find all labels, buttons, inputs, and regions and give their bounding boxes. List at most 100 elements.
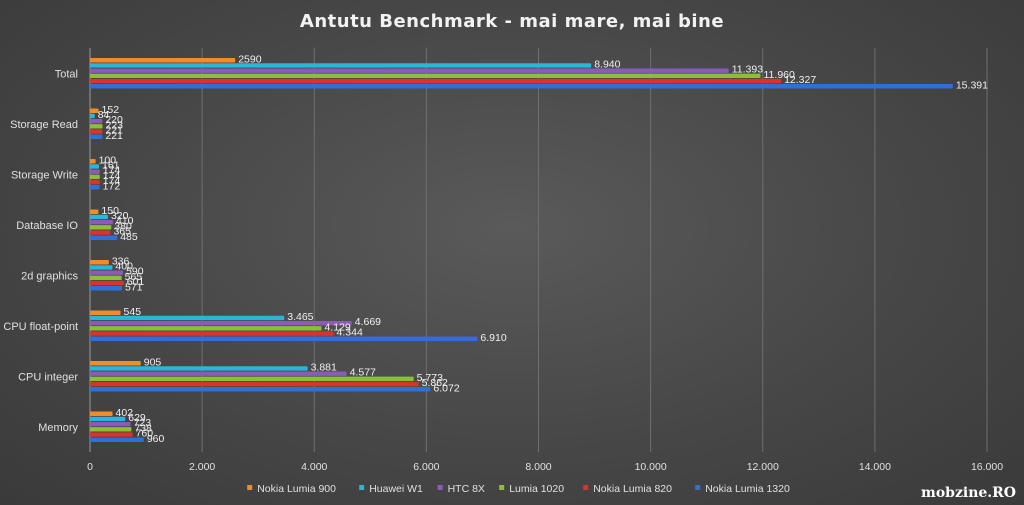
bar	[90, 235, 118, 240]
category-label: Total	[55, 68, 78, 80]
data-label: 905	[144, 356, 162, 368]
bar	[90, 68, 729, 73]
x-tick-label: 6.000	[413, 461, 439, 473]
category-label: 2d graphics	[21, 270, 78, 282]
bar	[90, 63, 592, 68]
data-label: 11.960	[764, 69, 795, 81]
legend-entry: HTC 8X	[448, 483, 485, 495]
chart-title: Antutu Benchmark - mai mare, mai bine	[300, 11, 724, 32]
bar	[90, 179, 100, 185]
data-label: 738	[134, 422, 152, 434]
data-label: 485	[120, 231, 138, 243]
bar	[90, 437, 144, 442]
bar	[90, 416, 126, 422]
data-label: 4.577	[350, 367, 376, 379]
bar	[90, 219, 113, 225]
data-label: 223	[106, 119, 124, 131]
x-tick-label: 16.000	[971, 461, 1003, 473]
bar	[90, 265, 113, 270]
bar	[90, 124, 103, 129]
data-label: 400	[115, 260, 133, 272]
data-label: 221	[105, 125, 123, 137]
bar	[90, 280, 124, 286]
legend-entry: Huawei W1	[369, 483, 423, 495]
legend-entry: Nokia Lumia 820	[593, 483, 672, 495]
bar	[90, 381, 419, 387]
data-label: 4.669	[355, 316, 381, 328]
watermark: mobzine.RO	[921, 485, 1016, 501]
data-label: 3.881	[311, 361, 337, 373]
data-label: 601	[127, 276, 145, 288]
data-label: 380	[114, 220, 132, 232]
category-label: CPU float-point	[3, 321, 78, 333]
category-label: Memory	[38, 422, 78, 434]
bar	[90, 225, 112, 230]
data-label: 4.344	[337, 327, 363, 339]
bar	[90, 108, 99, 113]
x-axis-ticks: 0 2.000 4.000 6.000 8.000 10.000 12.000 14.000 1…	[87, 461, 1003, 473]
bar	[90, 270, 124, 275]
data-label: 545	[124, 306, 142, 318]
x-tick-label: 14.000	[859, 461, 891, 473]
category-labels: Total Storage Read Storage Write Database I…	[3, 68, 78, 434]
category-label: CPU integer	[18, 371, 78, 383]
data-label: 174	[103, 165, 121, 177]
bar	[90, 320, 352, 326]
bar	[90, 129, 103, 134]
bar	[90, 331, 334, 336]
bar	[90, 185, 100, 190]
bar	[90, 78, 782, 84]
bar	[90, 376, 414, 382]
data-label: 172	[103, 180, 121, 192]
data-label: 100	[99, 154, 117, 166]
data-label: 174	[103, 175, 121, 187]
data-label: 6.072	[433, 382, 459, 394]
data-label: 12.327	[784, 74, 816, 86]
bar	[90, 159, 96, 164]
legend-swatch	[583, 485, 589, 490]
data-label: 174	[103, 170, 121, 182]
data-label: 3.465	[287, 311, 313, 323]
data-label: 84	[98, 109, 110, 121]
bar	[90, 371, 347, 376]
data-label: 760	[136, 428, 154, 440]
data-label: 152	[102, 104, 120, 116]
bar	[90, 164, 100, 169]
bar	[90, 275, 122, 281]
x-tick-label: 0	[87, 461, 93, 473]
data-label: 320	[111, 210, 129, 222]
bar	[90, 84, 953, 89]
x-tick-label: 12.000	[747, 461, 779, 473]
legend-swatch	[359, 485, 365, 490]
bar	[90, 336, 478, 341]
grid-lines	[89, 48, 988, 452]
data-label: 150	[101, 205, 119, 217]
data-label: 723	[134, 417, 152, 429]
legend-swatch	[695, 485, 701, 490]
bar	[90, 310, 121, 315]
data-label: 4.129	[324, 321, 350, 333]
legend: Nokia Lumia 900 Huawei W1 HTC 8X Lumia 1020…	[247, 483, 790, 495]
bar	[90, 174, 100, 180]
data-label: 629	[128, 412, 146, 424]
bar	[90, 432, 133, 437]
legend-entry: Nokia Lumia 900	[257, 483, 336, 495]
data-label: 15.391	[956, 79, 988, 91]
bar	[90, 326, 322, 331]
data-label: 5.773	[417, 372, 443, 384]
bar	[90, 214, 108, 220]
bar	[90, 73, 761, 79]
bar	[90, 134, 103, 139]
data-label: 590	[126, 266, 144, 278]
data-label: 220	[105, 114, 123, 126]
data-label: 2590	[238, 53, 262, 65]
bar	[90, 366, 308, 371]
bar	[90, 209, 99, 214]
category-label: Database IO	[16, 220, 78, 232]
data-label: 410	[116, 215, 134, 227]
legend-entry: Lumia 1020	[509, 483, 564, 495]
data-label: 960	[147, 433, 165, 445]
category-label: Storage Read	[10, 119, 78, 131]
bar	[90, 387, 431, 392]
